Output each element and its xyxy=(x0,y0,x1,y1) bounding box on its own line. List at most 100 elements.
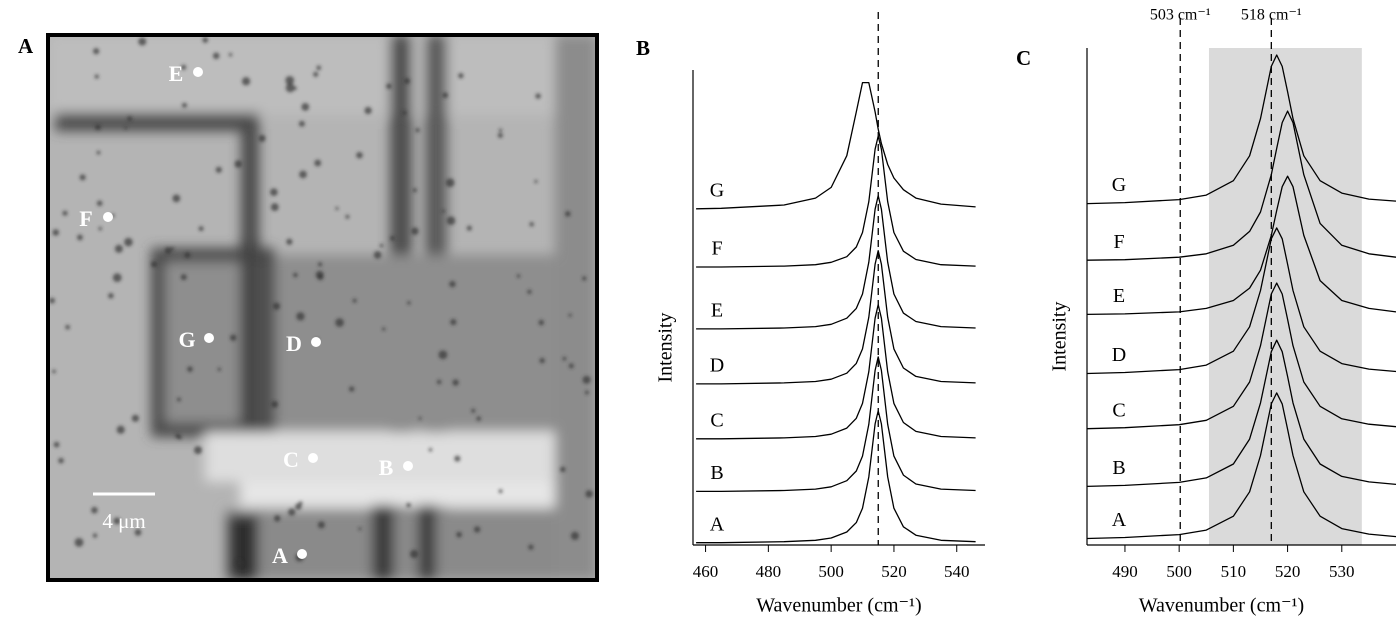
point-label: G xyxy=(178,327,195,352)
spot xyxy=(348,386,355,392)
spot xyxy=(96,200,103,207)
spot xyxy=(296,312,305,321)
spot xyxy=(124,126,128,130)
spot xyxy=(241,77,251,86)
spot xyxy=(96,150,101,155)
point-label: F xyxy=(79,206,92,231)
spot xyxy=(356,151,363,159)
spectrum xyxy=(1086,392,1396,540)
spot xyxy=(112,273,122,283)
x-tick-label: 480 xyxy=(756,562,782,581)
spot xyxy=(568,363,574,369)
point-marker xyxy=(403,461,413,471)
spot xyxy=(390,235,395,241)
spot xyxy=(560,466,566,473)
spot xyxy=(212,52,220,60)
spectrum xyxy=(696,356,976,493)
spot xyxy=(539,357,545,364)
spot xyxy=(450,319,457,326)
point-marker xyxy=(204,333,214,343)
spot xyxy=(301,103,310,111)
spot xyxy=(386,83,392,89)
spot xyxy=(176,397,181,402)
spot xyxy=(436,379,442,385)
series-label: B xyxy=(710,462,723,484)
spot xyxy=(58,457,64,464)
x-tick-label: 530 xyxy=(1329,562,1355,581)
spot xyxy=(53,441,60,448)
spot xyxy=(184,252,191,259)
spot xyxy=(298,501,303,505)
series-label: D xyxy=(1112,344,1126,366)
micrograph-spots xyxy=(49,37,593,567)
x-tick-label: 540 xyxy=(944,562,970,581)
spot xyxy=(568,313,572,317)
shaded-region xyxy=(1208,48,1362,545)
spot xyxy=(528,544,534,550)
spot xyxy=(358,527,362,531)
spot xyxy=(418,416,422,420)
point-label: A xyxy=(272,543,288,568)
spot xyxy=(317,521,325,529)
spot xyxy=(172,194,181,203)
spot xyxy=(412,188,417,193)
spot xyxy=(570,531,579,540)
spectrum xyxy=(1086,339,1396,488)
spot xyxy=(407,301,411,305)
spot xyxy=(314,159,322,167)
spot xyxy=(406,503,411,508)
spot xyxy=(217,367,221,371)
spot xyxy=(379,243,384,248)
spot xyxy=(187,366,193,372)
spot xyxy=(131,414,139,422)
spot xyxy=(114,244,123,253)
spot xyxy=(116,425,125,434)
spot xyxy=(316,65,322,71)
series-label: E xyxy=(1113,285,1125,307)
micrograph-border xyxy=(46,33,599,582)
series-label: F xyxy=(711,238,722,260)
spot xyxy=(52,369,56,374)
spot xyxy=(527,289,532,295)
series-label: C xyxy=(1112,399,1125,421)
panel-label: B xyxy=(636,36,650,60)
series-label: A xyxy=(710,513,725,535)
spot xyxy=(498,128,503,132)
spot xyxy=(258,134,266,142)
x-axis-label: Wavenumber (cm⁻¹) xyxy=(756,595,921,617)
annotation: 518 cm⁻¹ xyxy=(1241,7,1302,24)
spot xyxy=(235,558,244,567)
spot xyxy=(498,489,503,494)
spot xyxy=(352,298,357,303)
spot xyxy=(182,102,187,108)
spot xyxy=(295,503,302,510)
spot xyxy=(202,37,209,43)
spot xyxy=(585,490,593,498)
spot xyxy=(150,261,158,268)
spot xyxy=(582,375,591,384)
spot xyxy=(404,77,411,84)
x-tick-label: 460 xyxy=(693,562,719,581)
spectrum xyxy=(696,410,976,544)
spectrum xyxy=(1086,282,1396,430)
point-marker xyxy=(308,453,318,463)
point-marker xyxy=(311,337,321,347)
x-tick-label: 520 xyxy=(1275,562,1301,581)
spot xyxy=(124,237,133,247)
point-label: C xyxy=(283,447,299,472)
spot xyxy=(49,297,55,304)
spot xyxy=(516,274,521,278)
spot xyxy=(445,178,455,188)
spot xyxy=(272,302,281,310)
spot xyxy=(170,247,175,251)
point-label: E xyxy=(169,61,184,86)
series-label: G xyxy=(1112,174,1126,196)
x-tick-label: 520 xyxy=(881,562,907,581)
spot xyxy=(285,75,295,85)
series-label: C xyxy=(710,409,723,431)
scale-bar-label: 4 μm xyxy=(102,509,145,533)
spot xyxy=(335,318,344,327)
spot xyxy=(409,549,419,559)
spot xyxy=(466,225,472,231)
spot xyxy=(317,273,324,281)
